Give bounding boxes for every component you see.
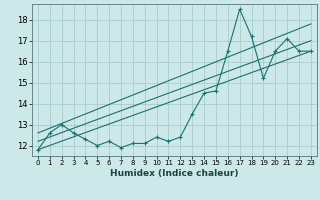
X-axis label: Humidex (Indice chaleur): Humidex (Indice chaleur)	[110, 169, 239, 178]
